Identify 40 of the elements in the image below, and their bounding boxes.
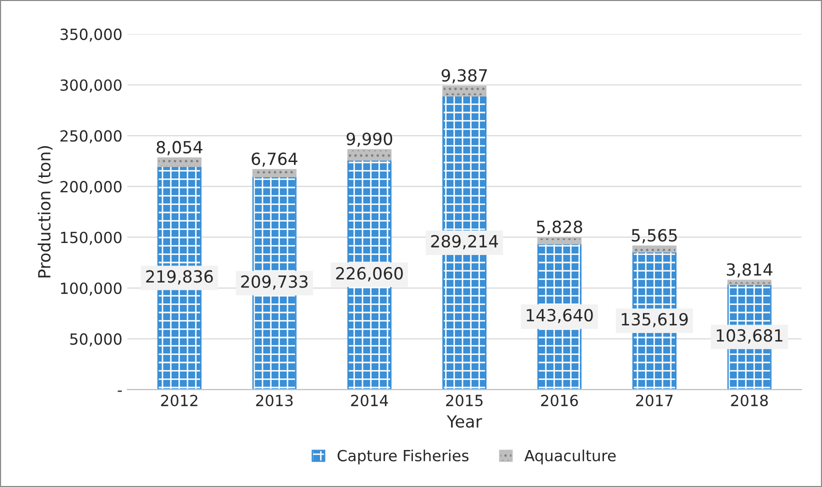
bar — [252, 169, 296, 178]
data-label: 289,214 — [431, 234, 498, 250]
data-label: 8,054 — [156, 140, 202, 156]
y-tick-label: - — [118, 390, 122, 392]
x-tick-label: 2018 — [731, 394, 768, 406]
x-tick-label: 2016 — [541, 394, 578, 406]
data-label: 9,990 — [346, 132, 392, 147]
x-tick-label: 2013 — [256, 394, 293, 406]
y-tick-label: 50,000 — [70, 333, 122, 346]
legend-label: Aquaculture — [524, 450, 616, 464]
data-label: 5,828 — [536, 220, 582, 235]
data-label: 226,060 — [336, 267, 403, 282]
data-label: 103,681 — [716, 329, 782, 344]
bar — [157, 157, 202, 167]
data-label: 209,733 — [241, 275, 308, 290]
x-axis-title: Year — [446, 415, 482, 428]
x-tick-label: 2015 — [446, 394, 483, 406]
y-tick-label: 100,000 — [61, 282, 122, 296]
x-tick-label: 2012 — [161, 394, 198, 406]
y-tick-label: 350,000 — [60, 28, 122, 42]
y-tick-label: 250,000 — [60, 130, 122, 144]
bar — [347, 149, 392, 161]
bar — [537, 237, 582, 244]
x-tick-label: 2017 — [636, 394, 673, 406]
y-tick-label: 300,000 — [60, 79, 122, 92]
data-label: 9,387 — [442, 69, 487, 84]
bar — [632, 246, 677, 253]
bar — [442, 86, 486, 97]
bar — [727, 280, 772, 285]
legend-label: Capture Fisheries — [338, 450, 468, 464]
data-label: 219,836 — [146, 270, 213, 284]
data-label: 6,764 — [252, 152, 298, 167]
data-label: 3,814 — [726, 263, 772, 278]
x-tick-label: 2014 — [351, 394, 388, 406]
data-label: 5,565 — [632, 228, 677, 244]
y-tick-label: 200,000 — [60, 180, 122, 194]
data-label: 135,619 — [622, 312, 688, 328]
y-tick-label: 150,000 — [61, 232, 122, 245]
y-axis-title: Production (ton) — [38, 146, 53, 278]
data-label: 143,640 — [526, 308, 593, 324]
